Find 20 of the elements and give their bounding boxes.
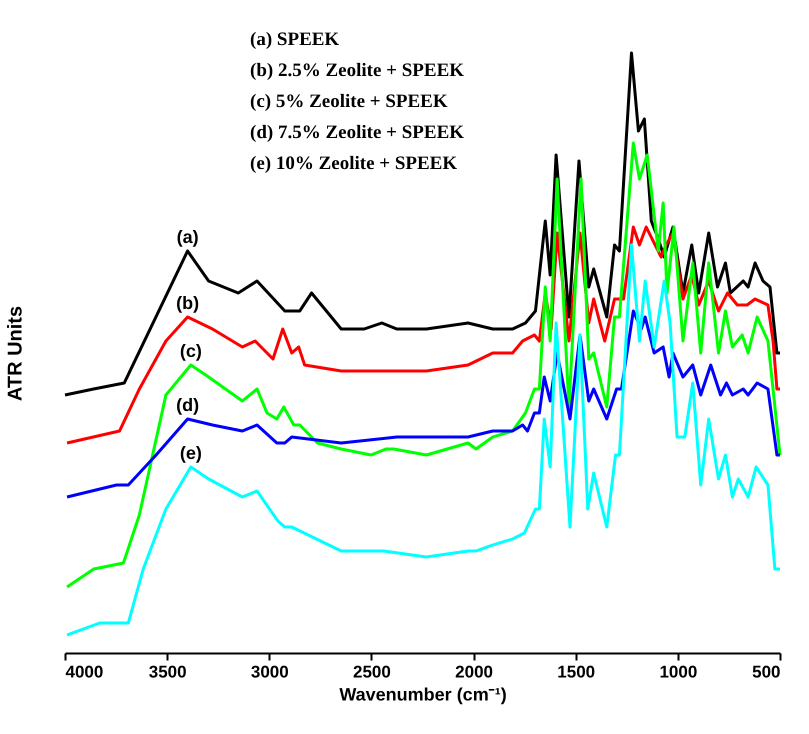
y-axis-title: ATR Units xyxy=(4,306,26,402)
x-tick-label: 4000 xyxy=(66,662,104,682)
x-tick-label: 500 xyxy=(752,662,780,682)
series-label: (c) xyxy=(180,341,202,361)
series-label: (b) xyxy=(176,293,200,313)
series-label: (e) xyxy=(180,443,202,463)
series-label: (d) xyxy=(176,395,200,415)
text: (a) SPEEK xyxy=(250,29,340,50)
x-tick-label: 1000 xyxy=(659,662,698,682)
x-tick-label: 1500 xyxy=(557,662,596,682)
annotation: (e) 10% Zeolite + SPEEK xyxy=(250,153,458,174)
annotation: (d) 7.5% Zeolite + SPEEK xyxy=(250,122,464,143)
annotation: (c) 5% Zeolite + SPEEK xyxy=(250,91,448,112)
series-label: (a) xyxy=(176,227,199,247)
x-tick-label: 3000 xyxy=(250,662,289,682)
x-tick-label: 2500 xyxy=(353,662,391,682)
x-tick-label: 3500 xyxy=(148,662,187,682)
x-axis-title: Wavenumber (cm⁻¹) xyxy=(339,684,507,704)
annotation: (b) 2.5% Zeolite + SPEEK xyxy=(250,60,464,81)
x-tick-label: 2000 xyxy=(455,662,493,682)
